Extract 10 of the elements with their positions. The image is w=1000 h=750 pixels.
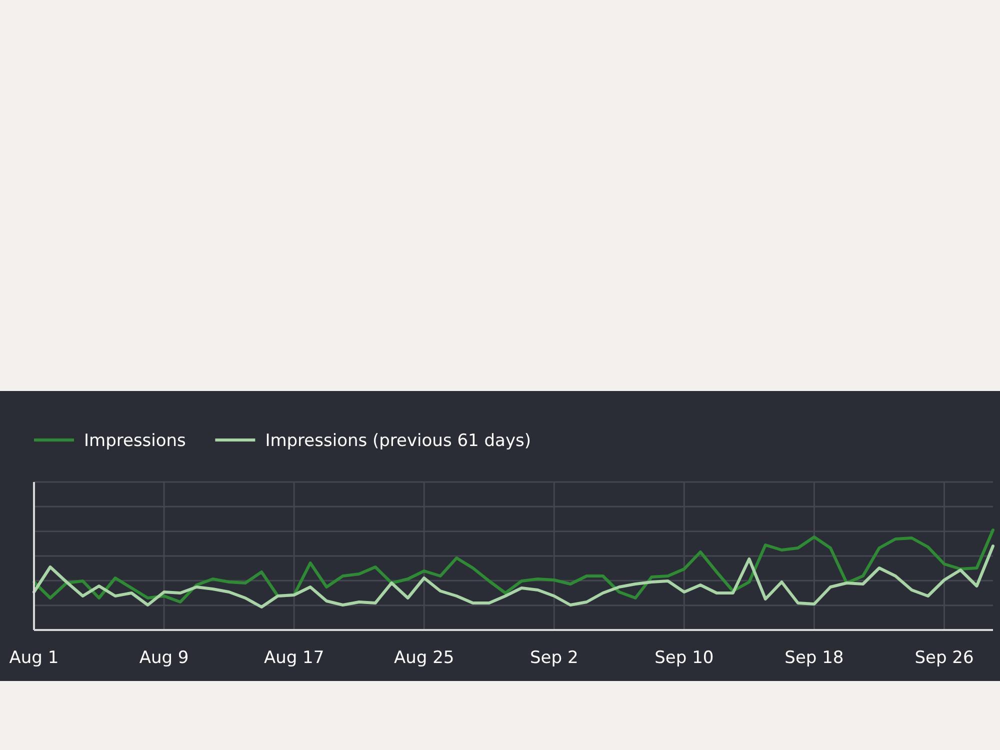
x-tick-label: Aug 9 [139, 648, 189, 668]
x-tick-label: Sep 18 [784, 648, 844, 668]
x-tick-label: Aug 17 [264, 648, 324, 668]
x-tick-label: Sep 26 [914, 648, 974, 668]
x-tick-label: Aug 1 [9, 648, 59, 668]
legend-label: Impressions (previous 61 days) [265, 431, 532, 451]
x-tick-label: Sep 10 [654, 648, 714, 668]
x-tick-label: Aug 25 [394, 648, 454, 668]
x-tick-label: Sep 2 [530, 648, 578, 668]
legend-label: Impressions [84, 431, 186, 451]
